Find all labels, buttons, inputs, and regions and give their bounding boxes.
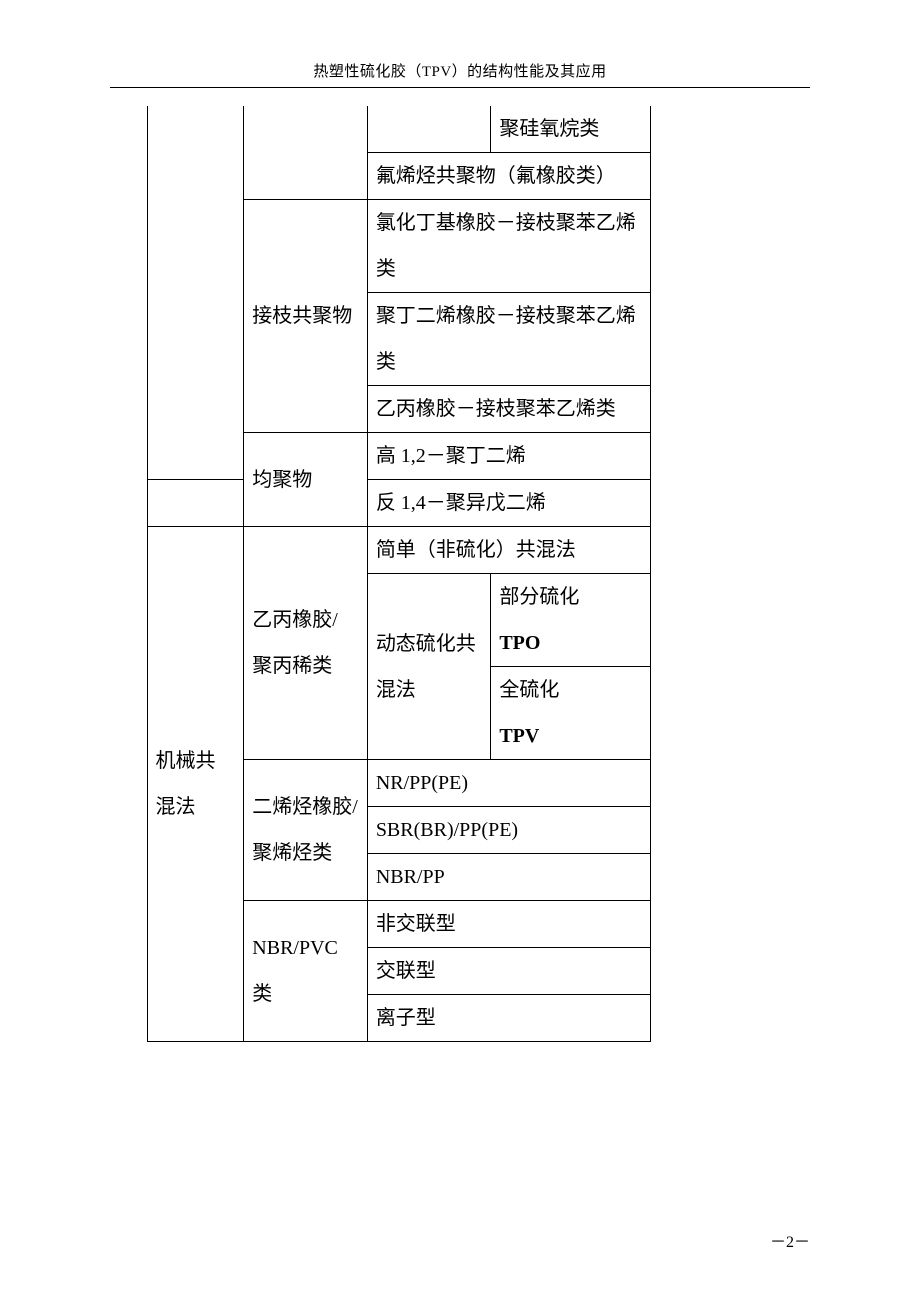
cell-tpo: 部分硫化 TPO [491, 574, 651, 667]
cell-sbr: SBR(BR)/PP(PE) [367, 807, 650, 854]
nbrpvc-label-line2: 类 [252, 983, 272, 1005]
tpo-line1: 部分硫化 [499, 586, 579, 608]
cell-tpv: 全硫化 TPV [491, 667, 651, 760]
tpo-line2: TPO [499, 632, 540, 654]
cell-epdm-label: 乙丙橡胶/ 聚丙稀类 [244, 527, 368, 760]
cell-ion: 离子型 [367, 995, 650, 1042]
cell-noncross: 非交联型 [367, 901, 650, 948]
nbrpvc-label-line1: NBR/PVC [252, 937, 338, 959]
cell-graft-label: 接枝共聚物 [244, 200, 368, 433]
tpv-line2: TPV [499, 725, 539, 747]
gutter-col [110, 106, 147, 1042]
page-header: 热塑性硫化胶（TPV）的结构性能及其应用 [110, 60, 810, 88]
page: 热塑性硫化胶（TPV）的结构性能及其应用 聚硅氧烷类 氟烯烃共聚物（氟橡胶类） … [0, 0, 920, 1302]
diene-label-line1: 二烯烃橡胶/ [252, 796, 358, 818]
cell-graft-3: 乙丙橡胶－接枝聚苯乙烯类 [367, 386, 650, 433]
diene-label-line2: 聚烯烃类 [252, 842, 332, 864]
cell-diene-label: 二烯烃橡胶/ 聚烯烃类 [244, 760, 368, 901]
cell-homo-2: 反 1,4－聚异戊二烯 [367, 480, 650, 527]
tpv-line1: 全硫化 [499, 679, 559, 701]
epdm-label-line1: 乙丙橡胶/ [252, 609, 338, 631]
cell-polysiloxane: 聚硅氧烷类 [491, 106, 651, 153]
upper-blank-cont [147, 480, 244, 527]
cell-simple-blend: 简单（非硫化）共混法 [367, 527, 650, 574]
page-number: －2－ [770, 1228, 810, 1252]
prev-continuation-2 [367, 106, 491, 153]
cell-cross: 交联型 [367, 948, 650, 995]
cell-homo-label: 均聚物 [244, 433, 368, 527]
upper-blank [147, 106, 244, 480]
cell-dyn-label: 动态硫化共混法 [367, 574, 491, 760]
cell-nrpp: NR/PP(PE) [367, 760, 650, 807]
cell-fluoro: 氟烯烃共聚物（氟橡胶类） [367, 153, 650, 200]
classification-table: 聚硅氧烷类 氟烯烃共聚物（氟橡胶类） 接枝共聚物 氯化丁基橡胶－接枝聚苯乙烯类 … [110, 106, 810, 1042]
cell-mix-label: 机械共混法 [147, 527, 244, 1042]
cell-nbrpp: NBR/PP [367, 854, 650, 901]
prev-continuation [244, 106, 368, 200]
cell-nbrpvc-label: NBR/PVC 类 [244, 901, 368, 1042]
cell-graft-2: 聚丁二烯橡胶－接枝聚苯乙烯类 [367, 293, 650, 386]
cell-homo-1: 高 1,2－聚丁二烯 [367, 433, 650, 480]
cell-graft-1: 氯化丁基橡胶－接枝聚苯乙烯类 [367, 200, 650, 293]
epdm-label-line2: 聚丙稀类 [252, 655, 332, 677]
